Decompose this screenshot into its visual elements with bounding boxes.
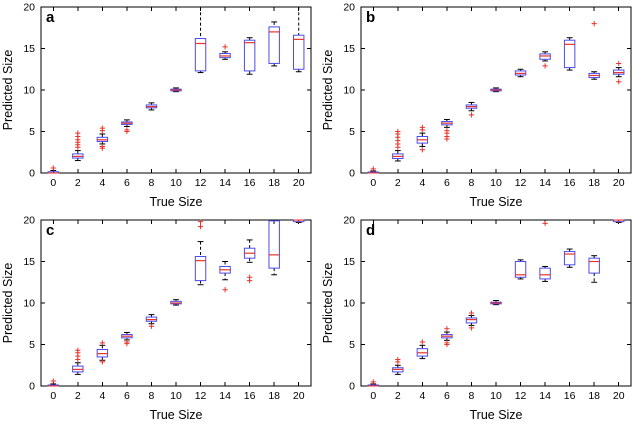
svg-text:20: 20 [293,390,305,402]
svg-text:2: 2 [395,177,401,189]
svg-text:0: 0 [50,177,56,189]
svg-text:20: 20 [613,390,625,402]
svg-text:Predicted Size: Predicted Size [1,50,15,131]
svg-text:15: 15 [23,43,35,55]
svg-text:16: 16 [244,390,256,402]
svg-text:16: 16 [244,177,256,189]
panel-label-a: a [46,9,55,26]
svg-text:Predicted Size: Predicted Size [321,50,335,131]
boxplot-panel-c: c 0 2 4 6 8 10 12 14 16 18 20 0 5 10 15 20 True Size Pred… [0,213,320,426]
svg-text:14: 14 [219,177,231,189]
svg-text:20: 20 [343,215,355,227]
boxplot-panel-d: d 0 2 4 6 8 10 12 14 16 18 20 0 5 10 15 20 True Size Pred… [320,213,640,426]
svg-text:20: 20 [293,177,305,189]
svg-text:True Size: True Size [149,408,202,422]
svg-text:10: 10 [23,85,35,97]
svg-text:10: 10 [23,298,35,310]
svg-text:0: 0 [349,168,355,180]
svg-text:True Size: True Size [149,195,202,209]
svg-text:8: 8 [469,390,475,402]
svg-text:0: 0 [50,390,56,402]
boxplot-panel-a: a 0 2 4 6 8 10 12 14 16 18 20 0 5 10 15 20 True Size Pred… [0,0,320,213]
svg-text:20: 20 [613,177,625,189]
svg-text:True Size: True Size [469,195,522,209]
svg-text:10: 10 [490,390,502,402]
svg-text:18: 18 [268,177,280,189]
svg-text:0: 0 [29,168,35,180]
svg-text:6: 6 [444,390,450,402]
svg-text:12: 12 [515,390,527,402]
svg-text:True Size: True Size [469,408,522,422]
svg-text:12: 12 [195,177,207,189]
svg-text:4: 4 [99,390,105,402]
svg-text:20: 20 [343,2,355,14]
svg-text:15: 15 [343,43,355,55]
svg-text:12: 12 [195,390,207,402]
svg-text:16: 16 [564,177,576,189]
svg-text:5: 5 [29,126,35,138]
svg-text:14: 14 [539,390,551,402]
svg-text:5: 5 [349,339,355,351]
svg-text:Predicted Size: Predicted Size [1,263,15,344]
svg-text:5: 5 [349,126,355,138]
svg-text:14: 14 [539,177,551,189]
svg-text:2: 2 [395,390,401,402]
svg-text:4: 4 [419,177,425,189]
svg-text:4: 4 [419,390,425,402]
svg-text:14: 14 [219,390,231,402]
svg-text:0: 0 [349,381,355,393]
svg-text:2: 2 [75,390,81,402]
svg-text:18: 18 [588,177,600,189]
svg-text:10: 10 [170,177,182,189]
svg-text:10: 10 [343,85,355,97]
svg-text:18: 18 [268,390,280,402]
svg-text:6: 6 [444,177,450,189]
svg-text:6: 6 [124,390,130,402]
svg-text:2: 2 [75,177,81,189]
svg-text:10: 10 [343,298,355,310]
svg-text:18: 18 [588,390,600,402]
svg-text:20: 20 [23,215,35,227]
svg-text:0: 0 [370,177,376,189]
svg-text:15: 15 [23,256,35,268]
svg-text:8: 8 [149,177,155,189]
svg-text:16: 16 [564,390,576,402]
boxplot-panel-b: b 0 2 4 6 8 10 12 14 16 18 20 0 5 10 15 20 True Size Pred… [320,0,640,213]
svg-text:8: 8 [149,390,155,402]
svg-text:Predicted Size: Predicted Size [321,263,335,344]
svg-text:0: 0 [29,381,35,393]
svg-text:6: 6 [124,177,130,189]
svg-text:20: 20 [23,2,35,14]
svg-text:8: 8 [469,177,475,189]
svg-text:15: 15 [343,256,355,268]
svg-text:10: 10 [170,390,182,402]
svg-text:10: 10 [490,177,502,189]
panel-label-d: d [366,222,376,239]
panel-label-b: b [366,9,376,26]
svg-text:5: 5 [29,339,35,351]
svg-text:4: 4 [99,177,105,189]
svg-text:0: 0 [370,390,376,402]
svg-text:12: 12 [515,177,527,189]
panel-label-c: c [46,222,55,239]
